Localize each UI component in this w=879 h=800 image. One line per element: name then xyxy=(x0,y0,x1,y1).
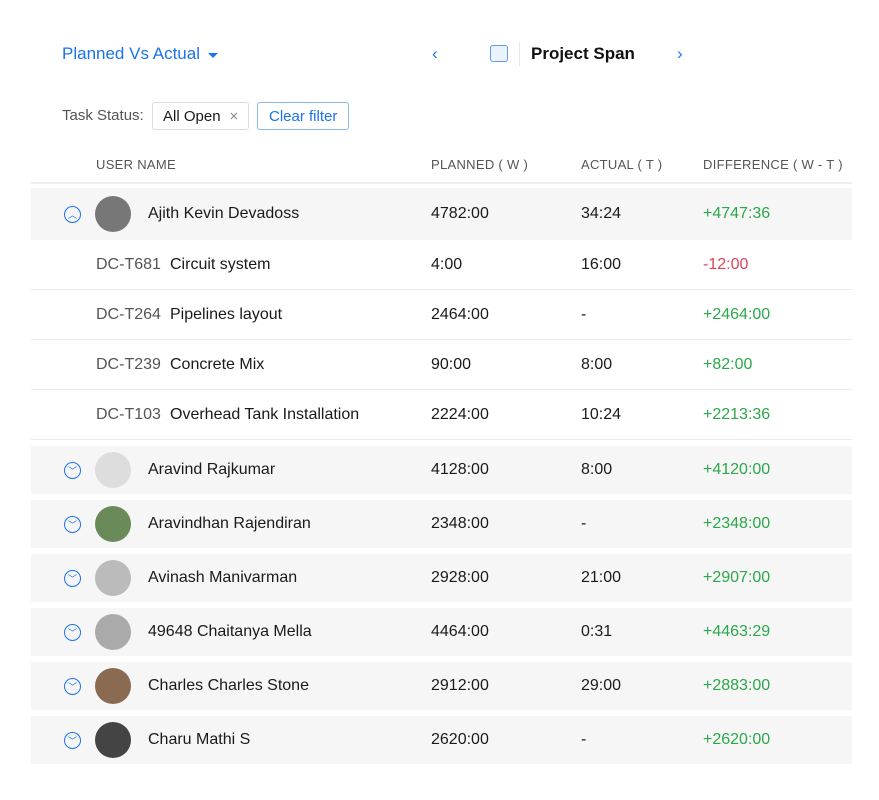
planned-value: 2464:00 xyxy=(431,305,489,323)
user-row[interactable]: ﹀ Charles Charles Stone 2912:00 29:00 +2883:… xyxy=(31,662,852,710)
actual-value: 16:00 xyxy=(581,255,622,273)
user-name: Ajith Kevin Devadoss xyxy=(148,205,300,222)
prev-period-button[interactable]: ‹ xyxy=(432,44,438,63)
report-type-label: Planned Vs Actual xyxy=(62,44,200,63)
next-period-button[interactable]: › xyxy=(677,44,683,63)
actual-value: 21:00 xyxy=(581,569,622,586)
avatar xyxy=(95,452,131,488)
planned-value: 4464:00 xyxy=(431,623,489,640)
user-row[interactable]: ﹀ Aravind Rajkumar 4128:00 8:00 +4120:00 xyxy=(31,446,852,494)
task-row[interactable]: DC-T239 Concrete Mix 90:00 8:00 +82:00 xyxy=(31,340,852,390)
planned-value: 90:00 xyxy=(431,355,472,373)
chip-label: All Open xyxy=(163,107,221,125)
planned-value: 4128:00 xyxy=(431,461,489,478)
difference-value: +2213:36 xyxy=(703,405,771,423)
actual-value: 10:24 xyxy=(581,405,622,423)
task-name: Circuit system xyxy=(170,255,271,273)
difference-value: +4120:00 xyxy=(703,461,771,478)
chevron-down-icon[interactable]: ﹀ xyxy=(64,569,81,587)
user-name: Charles Charles Stone xyxy=(148,677,309,694)
planned-value: 2928:00 xyxy=(431,569,489,586)
actual-value: - xyxy=(581,515,587,532)
planned-value: 2348:00 xyxy=(431,515,489,532)
task-id: DC-T239 xyxy=(96,355,161,373)
task-name: Concrete Mix xyxy=(170,355,265,373)
user-name: Aravindhan Rajendiran xyxy=(148,515,311,532)
difference-value: +2464:00 xyxy=(703,305,771,323)
avatar xyxy=(95,614,131,650)
planned-value: 4782:00 xyxy=(431,205,489,222)
planned-value: 4:00 xyxy=(431,255,463,273)
user-row[interactable]: ﹀ 49648 Chaitanya Mella 4464:00 0:31 +4463:2… xyxy=(31,608,852,656)
task-status-label: Task Status: xyxy=(62,107,144,124)
chevron-down-icon[interactable]: ﹀ xyxy=(64,731,81,749)
clear-filter-button[interactable]: Clear filter xyxy=(257,102,350,130)
avatar xyxy=(95,506,131,542)
close-icon[interactable]: × xyxy=(229,107,239,125)
difference-value: +2883:00 xyxy=(703,677,771,694)
avatar xyxy=(95,560,131,596)
task-row[interactable]: DC-T681 Circuit system 4:00 16:00 -12:00 xyxy=(31,240,852,290)
task-row[interactable]: DC-T264 Pipelines layout 2464:00 - +2464:00 xyxy=(31,290,852,340)
actual-value: 34:24 xyxy=(581,205,622,222)
task-id: DC-T264 xyxy=(96,305,161,323)
user-name: 49648 Chaitanya Mella xyxy=(148,623,312,640)
caret-down-icon xyxy=(207,52,218,58)
actual-value: 8:00 xyxy=(581,461,613,478)
chevron-down-icon[interactable]: ﹀ xyxy=(64,623,81,641)
chevron-down-icon[interactable]: ﹀ xyxy=(64,461,81,479)
chevron-down-icon[interactable]: ﹀ xyxy=(64,677,81,695)
user-name: Avinash Manivarman xyxy=(148,569,298,586)
task-name: Pipelines layout xyxy=(170,305,283,323)
col-difference: DIFFERENCE ( W - T ) xyxy=(703,157,843,172)
difference-value: +4747:36 xyxy=(703,205,771,222)
planned-value: 2912:00 xyxy=(431,677,489,694)
task-row[interactable]: DC-T103 Overhead Tank Installation 2224:00… xyxy=(31,390,852,440)
col-planned: PLANNED ( W ) xyxy=(431,157,529,172)
divider xyxy=(519,42,520,66)
actual-value: - xyxy=(581,731,587,748)
difference-value: +2348:00 xyxy=(703,515,771,532)
planned-value: 2224:00 xyxy=(431,405,489,423)
header-divider xyxy=(31,182,852,184)
avatar xyxy=(95,722,131,758)
difference-value: +2907:00 xyxy=(703,569,771,586)
actual-value: 0:31 xyxy=(581,623,613,640)
difference-value: +2620:00 xyxy=(703,731,771,748)
col-user-name: USER NAME xyxy=(96,157,176,172)
actual-value: 29:00 xyxy=(581,677,622,694)
period-label: Project Span xyxy=(531,44,635,63)
col-actual: ACTUAL ( T ) xyxy=(581,157,663,172)
difference-value: -12:00 xyxy=(703,255,749,273)
actual-value: 8:00 xyxy=(581,355,613,373)
planned-value: 2620:00 xyxy=(431,731,489,748)
calendar-icon[interactable] xyxy=(490,45,508,62)
difference-value: +4463:29 xyxy=(703,623,771,640)
report-type-dropdown[interactable]: Planned Vs Actual xyxy=(62,44,218,64)
task-id: DC-T681 xyxy=(96,255,161,273)
user-row[interactable]: ﹀ Charu Mathi S 2620:00 - +2620:00 xyxy=(31,716,852,764)
avatar xyxy=(95,668,131,704)
user-row[interactable]: ︿ Ajith Kevin Devadoss 4782:00 34:24 +4747:3… xyxy=(31,188,852,240)
task-name: Overhead Tank Installation xyxy=(170,405,360,423)
difference-value: +82:00 xyxy=(703,355,753,373)
filter-chip-all-open: All Open × xyxy=(152,102,250,130)
task-id: DC-T103 xyxy=(96,405,161,423)
actual-value: - xyxy=(581,305,587,323)
chevron-down-icon[interactable]: ﹀ xyxy=(64,515,81,533)
user-row[interactable]: ﹀ Avinash Manivarman 2928:00 21:00 +2907:00 xyxy=(31,554,852,602)
chevron-up-icon[interactable]: ︿ xyxy=(64,205,81,223)
user-name: Aravind Rajkumar xyxy=(148,461,276,478)
user-name: Charu Mathi S xyxy=(148,731,251,748)
avatar xyxy=(95,196,131,232)
user-row[interactable]: ﹀ Aravindhan Rajendiran 2348:00 - +2348:00 xyxy=(31,500,852,548)
